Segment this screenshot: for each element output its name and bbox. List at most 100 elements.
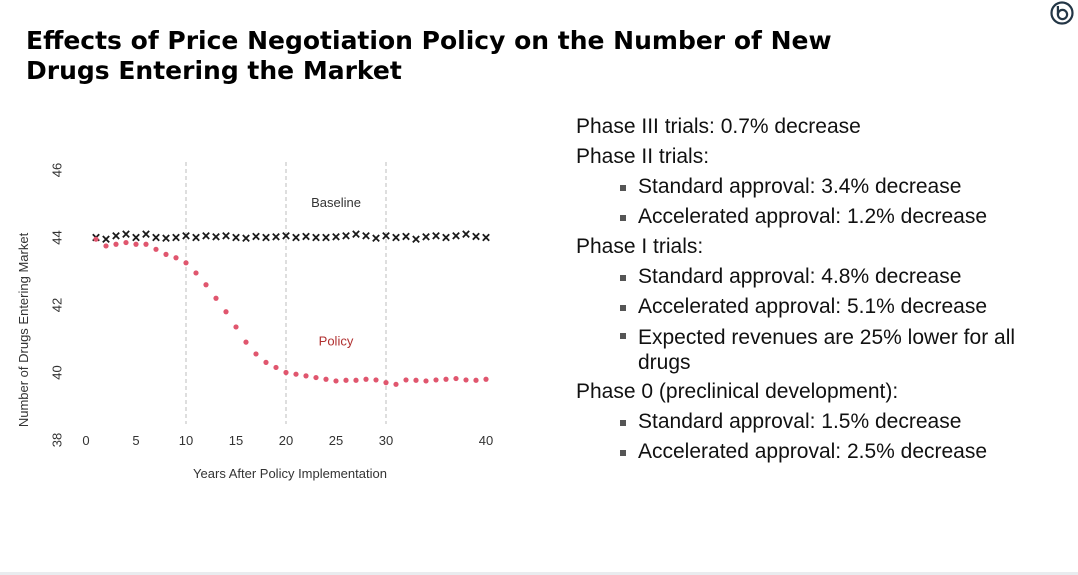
baseline-point <box>352 230 360 238</box>
x-tick-label: 10 <box>179 433 193 448</box>
policy-point <box>193 270 199 276</box>
baseline-point <box>472 232 480 241</box>
policy-point <box>233 324 239 330</box>
findings-panel: Phase III trials: 0.7% decrease Phase II… <box>576 112 1046 467</box>
baseline-point <box>112 231 120 240</box>
y-tick-label: 40 <box>49 365 64 379</box>
policy-point <box>423 378 429 384</box>
baseline-point <box>322 233 330 242</box>
policy-point <box>123 239 129 246</box>
baseline-point <box>362 231 370 240</box>
baseline-point <box>402 232 410 241</box>
policy-point <box>443 376 449 382</box>
phase1-list: Standard approval: 4.8% decrease Acceler… <box>576 262 1046 377</box>
baseline-point <box>262 233 270 242</box>
policy-series <box>93 236 489 387</box>
baseline-point <box>242 234 250 243</box>
phase2-heading: Phase II trials: <box>576 145 710 168</box>
baseline-point <box>222 231 230 240</box>
policy-point <box>403 377 409 383</box>
policy-point <box>323 376 329 382</box>
policy-point <box>383 380 389 386</box>
x-tick-label: 5 <box>132 433 139 448</box>
baseline-point <box>282 231 290 240</box>
policy-point <box>433 377 439 383</box>
baseline-point <box>342 231 350 240</box>
baseline-point <box>422 232 430 241</box>
list-item: Accelerated approval: 5.1% decrease <box>620 292 1046 322</box>
baseline-point <box>122 230 130 238</box>
baseline-point <box>332 232 340 241</box>
policy-annotation: Policy <box>319 334 354 349</box>
policy-point <box>223 309 229 315</box>
baseline-point <box>152 233 160 242</box>
slide-title: Effects of Price Negotiation Policy on t… <box>26 26 832 85</box>
policy-point <box>413 377 419 383</box>
baseline-point <box>372 234 380 243</box>
baseline-point <box>192 233 200 242</box>
policy-point <box>343 377 349 383</box>
baseline-point <box>382 231 390 240</box>
baseline-point <box>482 233 490 242</box>
baseline-point <box>202 231 210 240</box>
y-tick-label: 44 <box>49 230 64 244</box>
x-axis-label: Years After Policy Implementation <box>193 466 387 481</box>
policy-point <box>473 377 479 383</box>
list-item: Accelerated approval: 1.2% decrease <box>620 202 1046 232</box>
baseline-point <box>212 232 220 241</box>
x-tick-label: 30 <box>379 433 393 448</box>
baseline-point <box>172 233 180 242</box>
y-axis-ticks: 38 40 42 44 46 <box>49 163 64 447</box>
list-item: Standard approval: 3.4% decrease <box>620 172 1046 202</box>
policy-point <box>483 376 489 382</box>
phase2-list: Standard approval: 3.4% decrease Acceler… <box>576 172 1046 232</box>
policy-point <box>243 339 249 345</box>
policy-point <box>183 260 189 266</box>
x-axis-ticks: 0 5 10 15 20 25 30 40 <box>82 433 493 448</box>
x-tick-label: 25 <box>329 433 343 448</box>
y-tick-label: 42 <box>49 298 64 312</box>
baseline-point <box>102 235 110 244</box>
y-tick-label: 38 <box>49 433 64 447</box>
circular-b-logo-icon <box>1050 1 1074 25</box>
x-tick-label: 0 <box>82 433 89 448</box>
baseline-point <box>142 230 150 238</box>
policy-point <box>333 378 339 384</box>
policy-point <box>203 282 209 288</box>
policy-point <box>253 351 259 357</box>
policy-point <box>153 246 159 252</box>
baseline-point <box>272 232 280 241</box>
phase0-heading: Phase 0 (preclinical development): <box>576 380 899 403</box>
policy-point <box>133 241 139 247</box>
list-item: Standard approval: 4.8% decrease <box>620 262 1046 292</box>
baseline-point <box>432 231 440 240</box>
policy-point <box>463 377 469 383</box>
list-item: Standard approval: 1.5% decrease <box>620 407 1046 437</box>
x-tick-label: 15 <box>229 433 243 448</box>
policy-point <box>93 236 99 242</box>
policy-point <box>353 377 359 383</box>
drugs-entering-market-chart: 0 5 10 15 20 25 30 40 38 40 42 44 46 Years After Po… <box>16 162 493 481</box>
policy-point <box>393 381 399 387</box>
policy-point <box>113 241 119 247</box>
baseline-point <box>452 231 460 240</box>
policy-point <box>273 364 279 371</box>
policy-point <box>143 241 149 247</box>
baseline-point <box>462 230 470 238</box>
baseline-point <box>312 233 320 242</box>
policy-point <box>303 373 309 379</box>
policy-point <box>283 369 289 376</box>
baseline-point <box>292 233 300 242</box>
baseline-point <box>162 234 170 243</box>
baseline-point <box>252 232 260 241</box>
baseline-point <box>442 233 450 242</box>
list-item: Accelerated approval: 2.5% decrease <box>620 437 1046 467</box>
baseline-point <box>232 233 240 242</box>
list-item: Expected revenues are 25% lower for all … <box>620 322 1046 377</box>
baseline-point <box>132 233 140 242</box>
phase0-list: Standard approval: 1.5% decrease Acceler… <box>576 407 1046 467</box>
y-axis-label: Number of Drugs Entering Market <box>16 232 31 427</box>
policy-point <box>103 243 109 249</box>
policy-point <box>453 375 459 382</box>
policy-point <box>363 376 369 382</box>
